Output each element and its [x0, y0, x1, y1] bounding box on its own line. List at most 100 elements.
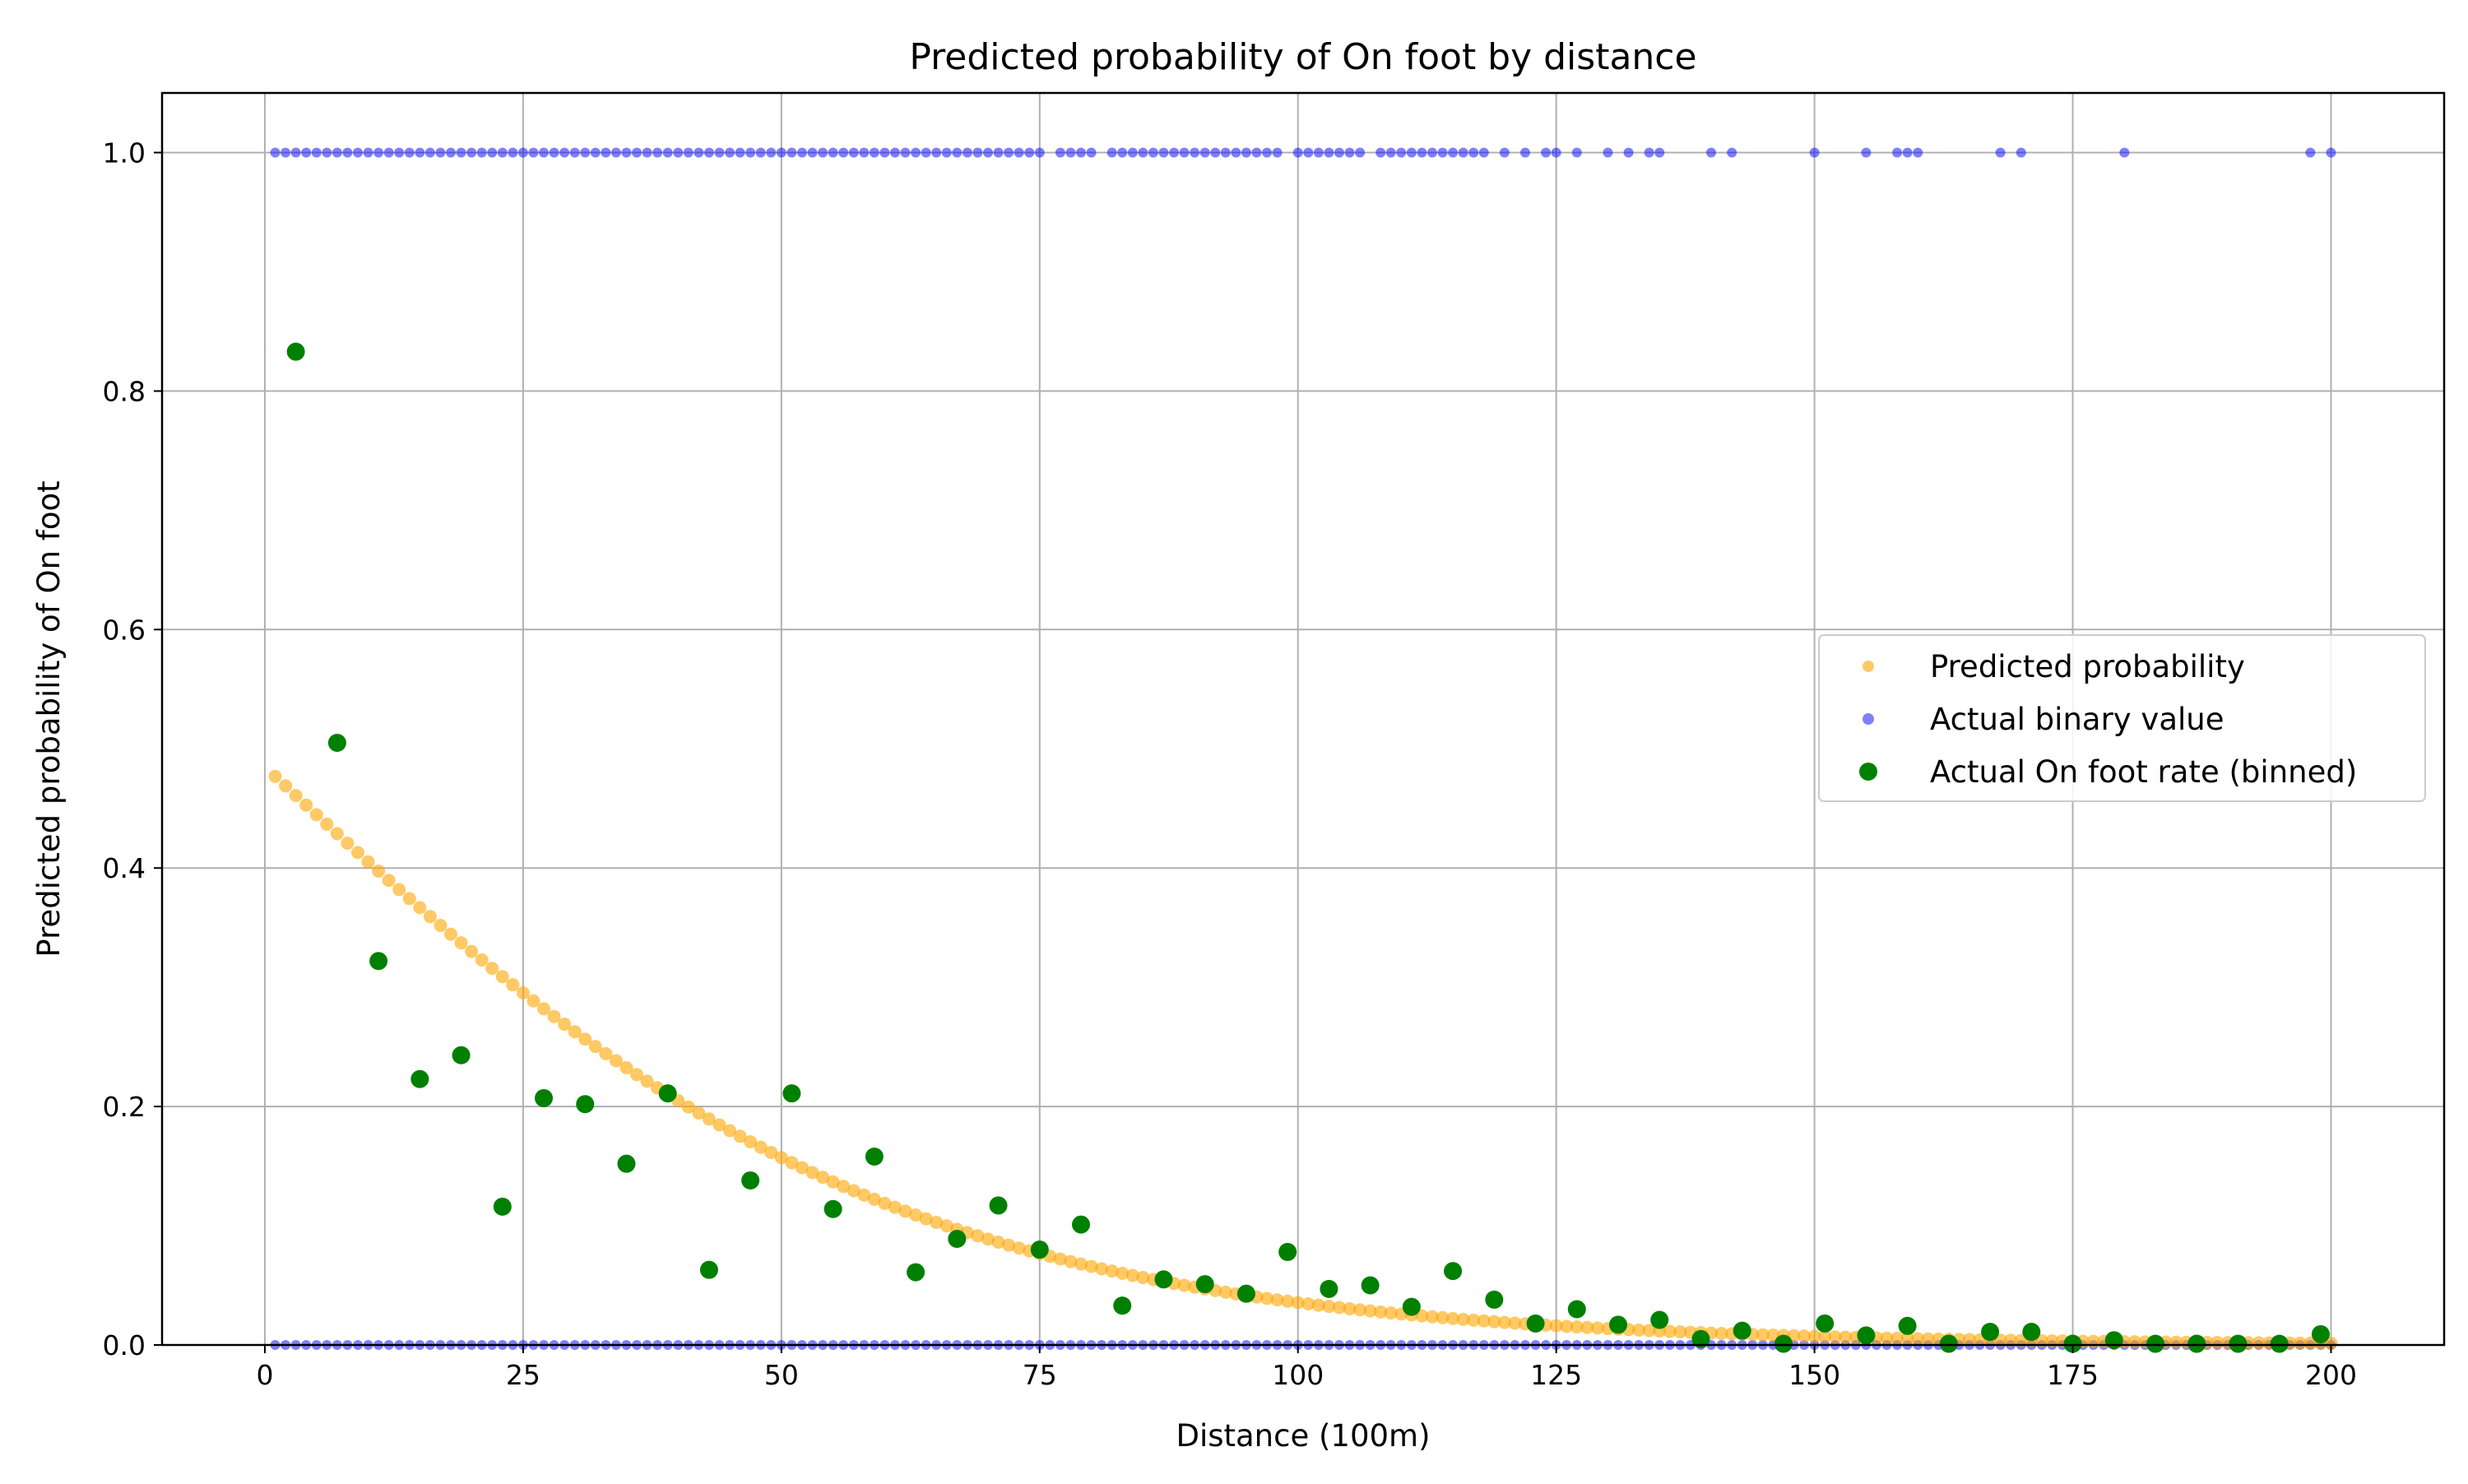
predicted-probability-point	[1798, 1329, 1812, 1343]
binned-rate-point	[948, 1229, 967, 1248]
actual-binary-point	[1644, 147, 1654, 158]
actual-binary-point	[2305, 147, 2316, 158]
actual-binary-point	[383, 147, 394, 158]
x-tick-label: 75	[1023, 1359, 1057, 1391]
binned-rate-point	[1154, 1270, 1173, 1289]
actual-binary-point	[828, 147, 838, 158]
predicted-probability-point	[692, 1106, 706, 1120]
actual-binary-point	[1727, 147, 1737, 158]
actual-binary-point	[270, 147, 281, 158]
actual-binary-point	[1199, 147, 1210, 158]
predicted-probability-point	[350, 846, 364, 860]
predicted-probability-point	[413, 901, 427, 915]
predicted-probability-point	[1332, 1301, 1346, 1315]
actual-binary-point	[569, 147, 580, 158]
predicted-probability-point	[537, 1002, 551, 1016]
predicted-probability-point	[702, 1112, 716, 1126]
y-tick-label: 0.2	[103, 1091, 146, 1123]
predicted-probability-point	[1218, 1285, 1232, 1299]
predicted-probability-point	[1343, 1301, 1357, 1315]
predicted-probability-point	[1105, 1264, 1119, 1278]
actual-binary-point	[1551, 147, 1561, 158]
predicted-probability-point	[630, 1068, 644, 1082]
y-tick-label: 0.0	[103, 1329, 146, 1361]
actual-binary-point	[1190, 147, 1200, 158]
actual-binary-point	[1231, 147, 1241, 158]
actual-binary-point	[311, 147, 322, 158]
predicted-probability-point	[568, 1025, 582, 1039]
predicted-probability-point	[609, 1054, 623, 1068]
predicted-probability-point	[558, 1018, 572, 1032]
actual-binary-point	[290, 147, 301, 158]
predicted-probability-point	[2252, 1336, 2266, 1350]
predicted-probability-point	[1549, 1319, 1563, 1333]
actual-binary-point	[703, 147, 714, 158]
actual-binary-point	[1179, 147, 1190, 158]
actual-binary-point	[1478, 147, 1489, 158]
actual-binary-point	[342, 147, 353, 158]
actual-binary-point	[972, 147, 983, 158]
binned-rate-point	[1898, 1316, 1917, 1335]
actual-binary-point	[517, 147, 528, 158]
predicted-probability-point	[1487, 1315, 1501, 1329]
predicted-probability-point	[1663, 1324, 1677, 1338]
actual-binary-point	[900, 147, 911, 158]
actual-binary-point	[1086, 147, 1097, 158]
y-axis-label: Predicted probability of On foot	[31, 480, 67, 957]
binned-rate-point	[1816, 1314, 1835, 1333]
predicted-probability-point	[1425, 1310, 1439, 1324]
x-tick-label: 0	[256, 1359, 273, 1391]
binned-rate-point	[1278, 1242, 1297, 1261]
actual-binary-point	[776, 147, 786, 158]
legend: Predicted probability Actual binary valu…	[1818, 634, 2426, 802]
actual-binary-point	[497, 147, 508, 158]
predicted-probability-point	[991, 1235, 1005, 1249]
actual-binary-point	[755, 147, 766, 158]
actual-binary-point	[1272, 147, 1283, 158]
actual-binary-point	[445, 147, 456, 158]
actual-binary-point	[404, 147, 415, 158]
actual-binary-point	[1458, 147, 1468, 158]
actual-binary-point	[1355, 147, 1366, 158]
actual-binary-point	[590, 147, 601, 158]
predicted-probability-point	[1642, 1324, 1656, 1338]
predicted-probability-point	[1828, 1330, 1842, 1344]
actual-binary-point	[1292, 147, 1303, 158]
predicted-probability-point	[1756, 1328, 1770, 1342]
predicted-probability-point	[1839, 1330, 1853, 1344]
binned-rate-point	[535, 1088, 554, 1107]
actual-binary-point	[610, 147, 621, 158]
actual-binary-point	[683, 147, 694, 158]
predicted-probability-point	[1301, 1297, 1315, 1311]
predicted-probability-point	[1074, 1257, 1088, 1271]
actual-binary-point	[1437, 147, 1448, 158]
chart-title: Predicted probability of On foot by dist…	[909, 36, 1696, 78]
binned-rate-point	[2311, 1324, 2330, 1343]
predicted-probability-point	[1002, 1238, 1016, 1252]
predicted-probability-point	[1353, 1303, 1367, 1317]
actual-binary-point	[911, 147, 921, 158]
actual-binary-point	[1861, 147, 1872, 158]
predicted-probability-point	[1053, 1252, 1067, 1266]
actual-binary-point	[1417, 147, 1427, 158]
binned-rate-point	[452, 1046, 471, 1064]
predicted-probability-point	[485, 962, 499, 976]
predicted-probability-point	[1436, 1310, 1450, 1324]
y-tick-label: 0.4	[103, 852, 146, 884]
predicted-probability-point	[1281, 1294, 1295, 1308]
predicted-probability-point	[1807, 1329, 1821, 1343]
actual-binary-point	[476, 147, 487, 158]
predicted-probability-point	[1508, 1316, 1522, 1330]
actual-binary-point	[1004, 147, 1014, 158]
predicted-probability-point	[588, 1040, 602, 1054]
predicted-probability-point	[423, 910, 437, 924]
actual-binary-point	[1902, 147, 1913, 158]
predicted-probability-point	[2324, 1336, 2338, 1350]
actual-binary-point	[962, 147, 972, 158]
predicted-probability-point	[640, 1074, 654, 1088]
actual-binary-point	[1313, 147, 1324, 158]
binned-rate-point	[2104, 1331, 2123, 1350]
predicted-probability-point	[619, 1060, 633, 1074]
predicted-probability-point	[465, 944, 479, 958]
predicted-probability-point	[1415, 1309, 1429, 1323]
